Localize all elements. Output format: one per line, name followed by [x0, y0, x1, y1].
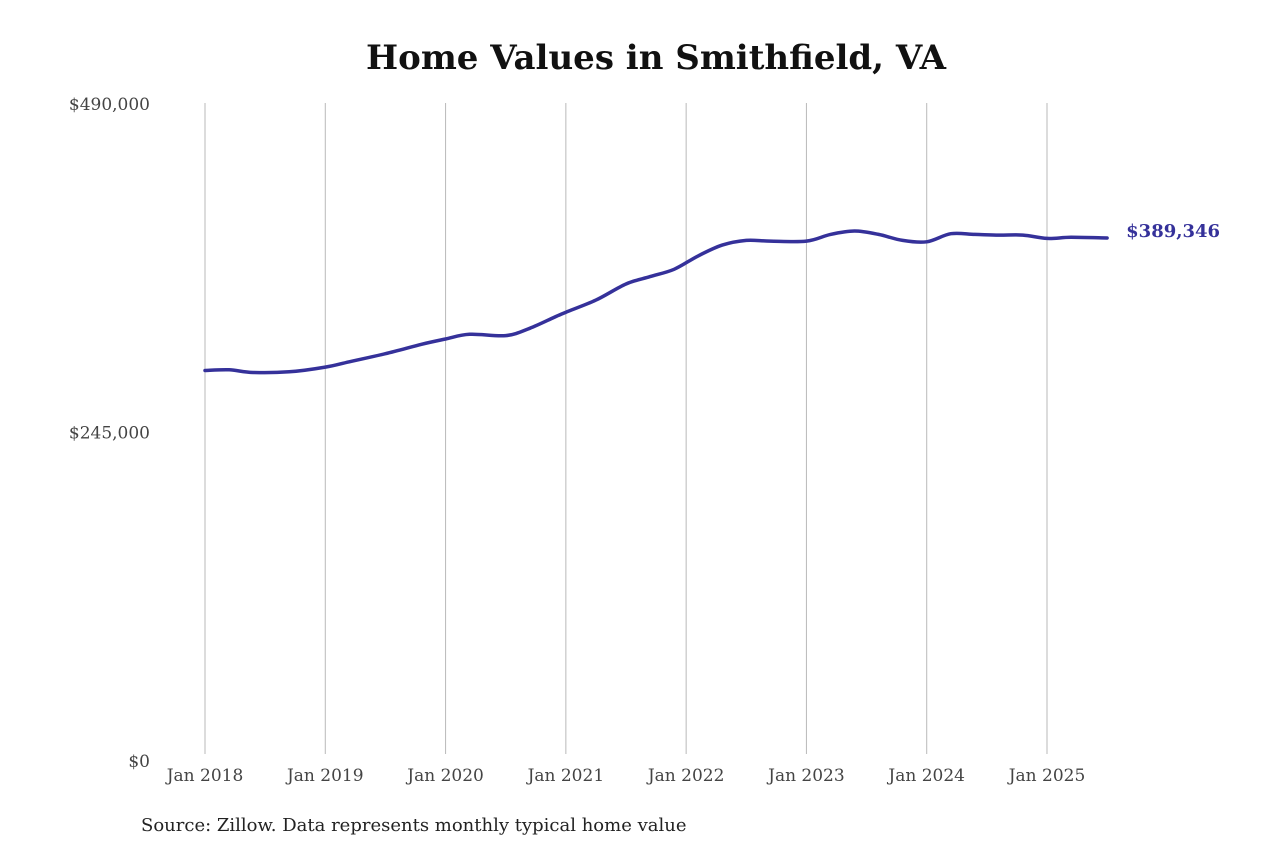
x-axis-ticks: Jan 2018 Jan 2019 Jan 2020 Jan 2021 Jan 2022… [165, 766, 1086, 786]
y-axis-ticks: $0 $245,000 $490,000 [69, 95, 150, 772]
x-tick-label: Jan 2019 [285, 766, 364, 786]
chart-title: Home Values in Smithfield, VA [366, 38, 946, 78]
vertical-gridlines [204, 103, 1048, 754]
x-tick-label: Jan 2022 [646, 766, 725, 786]
x-tick-label: Jan 2025 [1007, 766, 1086, 786]
x-tick-label: Jan 2021 [526, 766, 605, 786]
x-tick-label: Jan 2018 [165, 766, 244, 786]
y-tick-label: $490,000 [69, 95, 150, 115]
source-note: Source: Zillow. Data represents monthly … [141, 815, 687, 836]
x-tick-label: Jan 2020 [405, 766, 484, 786]
y-tick-label: $245,000 [69, 424, 150, 444]
end-value-label: $389,346 [1126, 221, 1220, 242]
y-tick-label: $0 [128, 752, 150, 772]
x-tick-label: Jan 2024 [886, 766, 965, 786]
series-layer: $389,346 [203, 221, 1220, 375]
series-line-0 [203, 229, 1109, 375]
x-tick-label: Jan 2023 [766, 766, 845, 786]
